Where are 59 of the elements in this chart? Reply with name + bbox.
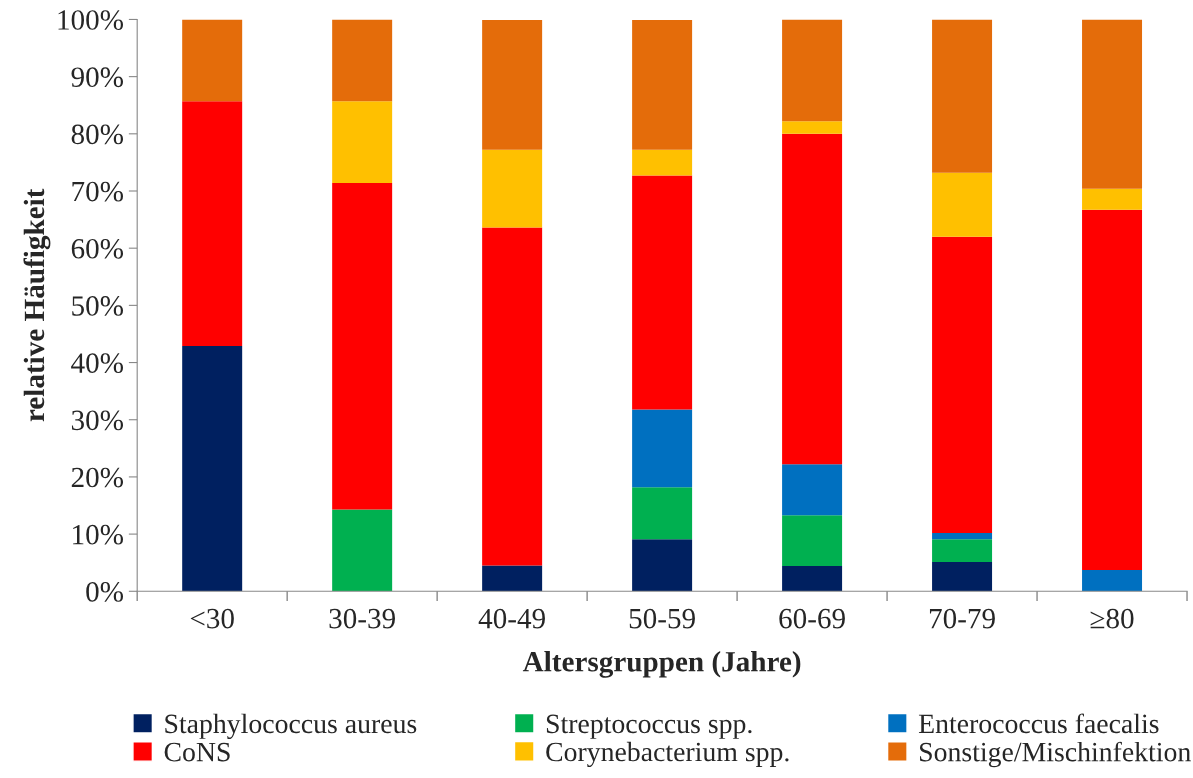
- x-tick-label: 70-79: [929, 608, 995, 629]
- bar: [632, 409, 693, 488]
- x-tick-label: <30: [190, 608, 234, 629]
- bar: [1082, 209, 1143, 571]
- y-tick-label: 20%: [71, 467, 124, 488]
- bar: [632, 487, 693, 540]
- bar: [182, 19, 243, 102]
- bar: [782, 515, 843, 567]
- x-tick-label: 40-49: [478, 608, 545, 629]
- y-tick-label: 100%: [58, 10, 124, 30]
- bar: [932, 172, 993, 237]
- bar: [782, 566, 843, 592]
- bar: [182, 101, 243, 346]
- bar: [632, 20, 693, 150]
- legend-label: Enterococcus faecalis: [918, 713, 1159, 734]
- y-tick-label: 90%: [71, 67, 124, 88]
- bar: [332, 19, 393, 102]
- y-tick-label: 80%: [71, 124, 124, 145]
- bar: [932, 236, 993, 533]
- y-tick-label: 60%: [71, 238, 124, 259]
- bar: [782, 19, 843, 122]
- bar: [332, 182, 393, 510]
- legend-label: Streptococcus spp.: [546, 714, 752, 739]
- bar: [482, 149, 543, 228]
- bar: [782, 133, 843, 465]
- y-tick-label: 30%: [71, 410, 124, 431]
- x-tick-label: 50-59: [629, 608, 695, 629]
- bar: [182, 345, 243, 592]
- bar: [932, 19, 993, 173]
- legend-label: Staphylococcus aureus: [165, 713, 417, 739]
- legend-label: Corynebacterium spp.: [546, 741, 789, 768]
- bar: [482, 565, 543, 592]
- bar: [1082, 188, 1143, 210]
- y-tick-label: 10%: [73, 524, 124, 545]
- y-tick-label: 70%: [72, 181, 124, 202]
- bar: [332, 101, 393, 183]
- bar: [632, 539, 693, 592]
- x-axis-title: Altersgruppen (Jahre): [522, 651, 801, 678]
- bar: [932, 562, 993, 592]
- y-axis-title: relative Häufigkeit: [23, 188, 51, 422]
- x-tick-label: 60-69: [779, 608, 845, 629]
- y-tick-label: 40%: [71, 353, 124, 374]
- bar: [332, 509, 393, 592]
- legend-label: CoNS: [164, 742, 230, 762]
- bar: [1082, 19, 1143, 189]
- bar: [1082, 570, 1143, 592]
- y-tick-label: 50%: [72, 296, 124, 316]
- y-tick-label: 0%: [86, 582, 124, 602]
- x-tick-label: ≥80: [1090, 608, 1134, 629]
- legend-label: Sonstige/Mischinfektion: [920, 741, 1191, 768]
- bar: [932, 539, 993, 563]
- bar: [482, 227, 543, 566]
- bar: [632, 149, 693, 176]
- bar: [482, 20, 543, 150]
- bar: [782, 121, 843, 134]
- bar: [782, 464, 843, 516]
- bar: [932, 532, 993, 540]
- x-tick-label: 30-39: [329, 608, 395, 629]
- bar: [632, 175, 693, 410]
